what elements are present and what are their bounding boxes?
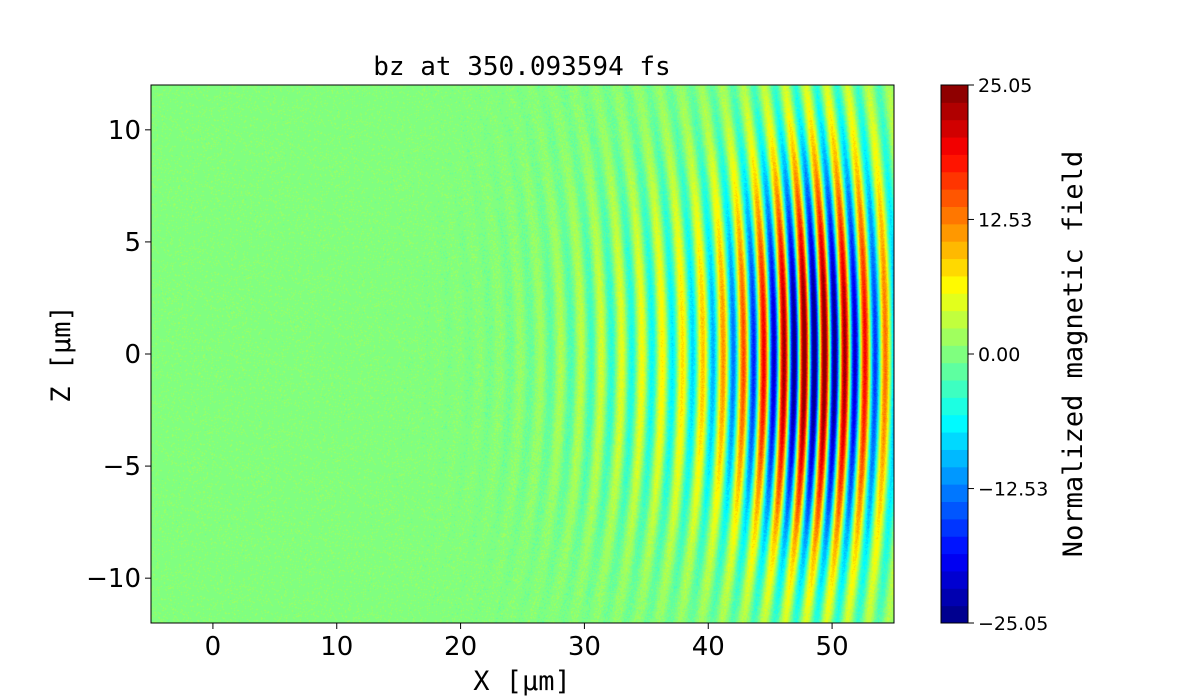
colorbar: 25.05 12.53 0.00 −12.53 −25.05 Normalized ma… — [940, 75, 1089, 635]
colorbar-band — [941, 275, 968, 294]
x-axis-label: X [μm] — [473, 666, 571, 697]
colorbar-band — [941, 484, 968, 503]
colorbar-band — [941, 345, 968, 364]
colorbar-tick-label: 0.00 — [978, 344, 1020, 366]
colorbar-band — [941, 605, 968, 624]
colorbar-ticks: 25.05 12.53 0.00 −12.53 −25.05 — [968, 75, 1048, 635]
chart-title: bz at 350.093594 fs — [373, 52, 670, 82]
y-tick-label: 10 — [108, 116, 141, 146]
colorbar-band — [941, 102, 968, 121]
x-tick-label: 20 — [444, 632, 477, 662]
colorbar-band — [941, 553, 968, 572]
colorbar-band — [941, 206, 968, 225]
colorbar-band — [941, 85, 968, 103]
colorbar-band — [941, 119, 968, 138]
colorbar-band — [941, 293, 968, 312]
x-tick-label: 50 — [816, 632, 849, 662]
colorbar-band — [941, 536, 968, 555]
colorbar-band — [941, 137, 968, 155]
colorbar-tick-label: −25.05 — [978, 613, 1048, 635]
colorbar-tick-label: −12.53 — [978, 479, 1048, 501]
colorbar-tick-label: 12.53 — [978, 209, 1032, 231]
colorbar-band — [941, 258, 968, 277]
colorbar-band — [941, 380, 968, 398]
colorbar-band — [941, 449, 968, 468]
y-tick-label: 0 — [124, 340, 141, 370]
colorbar-band — [941, 189, 968, 207]
colorbar-band — [941, 362, 968, 381]
colorbar-band — [941, 518, 968, 537]
colorbar-band — [941, 432, 968, 450]
colorbar-tick-label: 25.05 — [978, 75, 1032, 97]
colorbar-band — [941, 588, 968, 607]
colorbar-band — [941, 397, 968, 416]
plot-area — [150, 84, 895, 624]
colorbar-bands — [941, 85, 968, 624]
y-axis: −10 −5 0 5 10 — [86, 116, 151, 594]
x-tick-label: 0 — [205, 632, 222, 662]
colorbar-band — [941, 171, 968, 190]
x-axis: 0 10 20 30 40 50 — [205, 623, 849, 662]
colorbar-band — [941, 223, 968, 242]
y-tick-label: 5 — [124, 228, 141, 258]
colorbar-band — [941, 154, 968, 173]
colorbar-band — [941, 310, 968, 329]
colorbar-band — [941, 570, 968, 589]
heatmap-image — [151, 85, 894, 623]
colorbar-label: Normalized magnetic field — [1058, 151, 1089, 557]
x-tick-label: 30 — [568, 632, 601, 662]
y-tick-label: −5 — [103, 452, 141, 482]
y-axis-label: Z [μm] — [46, 305, 77, 403]
colorbar-band — [941, 501, 968, 520]
colorbar-band — [941, 466, 968, 485]
colorbar-band — [941, 327, 968, 346]
x-tick-label: 40 — [692, 632, 725, 662]
y-tick-label: −10 — [86, 564, 141, 594]
colorbar-band — [941, 241, 968, 260]
x-tick-label: 10 — [320, 632, 353, 662]
colorbar-band — [941, 414, 968, 433]
